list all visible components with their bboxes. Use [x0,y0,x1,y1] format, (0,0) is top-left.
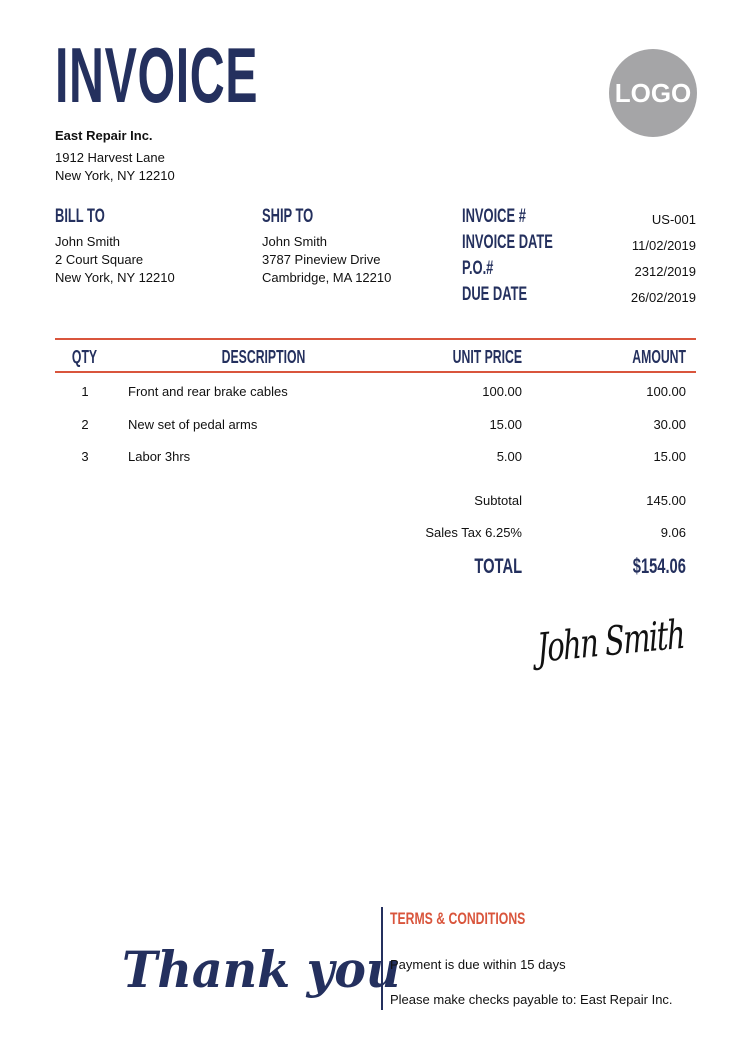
total-value-cell: $154.06 [610,555,686,579]
thank-you-text: Thank you [122,940,401,999]
header-amount-cell: AMOUNT [607,347,686,367]
invoice-date-value: 11/02/2019 [631,238,696,253]
header-amount: AMOUNT [632,347,686,367]
invoice-number-value: US-001 [651,212,696,227]
ship-to-name: John Smith [262,234,328,249]
row-amount: 30.00 [653,417,686,432]
row-unit-price: 5.00 [496,449,522,464]
row-description: New set of pedal arms [128,417,258,432]
table-top-rule [55,338,696,340]
row-description: Labor 3hrs [128,449,191,464]
ship-to-address-2: Cambridge, MA 12210 [262,270,392,285]
total-label-cell: TOTAL [454,555,522,579]
po-label: P.O.# [462,258,494,279]
total-label: TOTAL [474,555,522,578]
ship-to-address-1: 3787 Pineview Drive [262,252,381,267]
header-unit-price: UNIT PRICE [452,347,522,367]
invoice-title: INVOICE [55,31,259,119]
table-header-rule [55,371,696,373]
terms-title: TERMS & CONDITIONS [390,909,526,928]
tax-label: Sales Tax 6.25% [425,525,522,540]
subtotal-value: 145.00 [646,493,686,508]
company-address-2: New York, NY 12210 [55,168,175,183]
due-date-label: DUE DATE [462,284,528,305]
invoice-number-label: INVOICE # [462,206,526,227]
row-unit-price: 15.00 [489,417,522,432]
header-description-cell: DESCRIPTION [164,347,364,367]
row-unit-price: 100.00 [482,384,522,399]
bill-to-address-2: New York, NY 12210 [55,270,175,285]
terms-line-1: Payment is due within 15 days [390,957,566,972]
bill-to-label: BILL TO [55,206,105,227]
row-amount: 15.00 [653,449,686,464]
header-qty: QTY [72,347,98,367]
company-address-1: 1912 Harvest Lane [55,150,165,165]
row-amount: 100.00 [646,384,686,399]
due-date-value: 26/02/2019 [630,290,696,305]
signature: John Smith [536,611,686,672]
company-name: East Repair Inc. [55,128,153,143]
bill-to-address-1: 2 Court Square [55,252,144,267]
terms-line-2: Please make checks payable to: East Repa… [390,992,673,1007]
bill-to-name: John Smith [55,234,121,249]
total-value: $154.06 [632,555,686,578]
row-qty: 1 [81,384,89,399]
logo-placeholder: LOGO [609,49,697,137]
header-unit-price-cell: UNIT PRICE [420,347,522,367]
row-qty: 3 [81,449,89,464]
row-qty: 2 [81,417,89,432]
footer-divider [381,907,383,1010]
header-description: DESCRIPTION [222,347,306,367]
invoice-date-label: INVOICE DATE [462,232,553,253]
po-value: 2312/2019 [634,264,696,279]
subtotal-label: Subtotal [474,493,522,508]
ship-to-label: SHIP TO [262,206,314,227]
row-description: Front and rear brake cables [128,384,288,399]
tax-value: 9.06 [660,525,686,540]
header-qty-cell: QTY [45,347,125,367]
